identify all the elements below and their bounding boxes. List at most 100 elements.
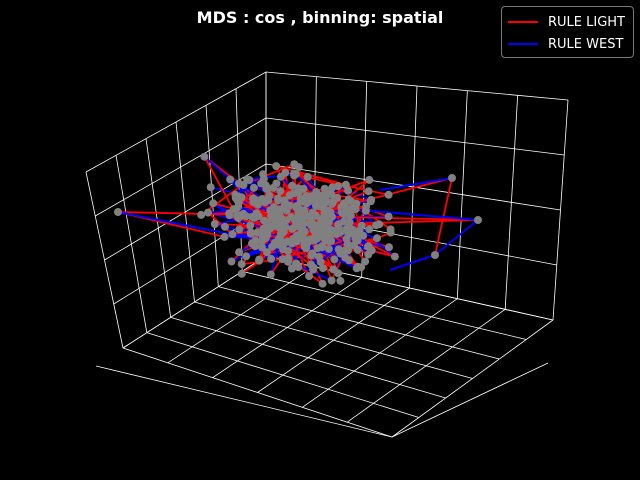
- data-point: [279, 227, 288, 236]
- data-point: [276, 213, 285, 222]
- data-point: [334, 182, 343, 191]
- data-point: [209, 199, 218, 208]
- data-point: [234, 202, 243, 211]
- data-point: [361, 257, 370, 266]
- data-point: [344, 246, 352, 255]
- data-point: [114, 208, 122, 216]
- data-point: [276, 187, 285, 196]
- data-point: [367, 246, 376, 255]
- legend-swatch-rule-west: [507, 43, 538, 45]
- data-point: [275, 207, 284, 216]
- data-point: [330, 255, 339, 264]
- data-point: [266, 270, 275, 279]
- data-point: [294, 213, 303, 222]
- data-point: [272, 179, 281, 188]
- data-point: [274, 196, 283, 205]
- data-point: [372, 221, 381, 230]
- data-point: [289, 235, 298, 244]
- legend-label-rule-light: RULE LIGHT: [547, 14, 625, 30]
- data-point: [255, 256, 264, 265]
- data-point: [296, 220, 305, 229]
- data-point: [251, 236, 260, 245]
- data-point: [309, 263, 318, 272]
- data-point: [308, 213, 317, 222]
- data-point: [307, 236, 316, 245]
- data-point: [237, 269, 246, 278]
- data-point: [284, 257, 292, 266]
- data-point: [290, 169, 298, 178]
- data-point: [305, 272, 314, 281]
- data-point: [365, 175, 374, 184]
- legend-item-rule-west: RULE WEST: [507, 33, 625, 55]
- data-point: [231, 194, 240, 202]
- data-point: [235, 179, 243, 188]
- data-point: [296, 197, 305, 206]
- data-point: [316, 258, 325, 267]
- data-point: [227, 257, 236, 266]
- data-point: [344, 222, 353, 231]
- grid-line: [212, 277, 362, 378]
- data-point: [269, 203, 278, 212]
- axis-line: [391, 362, 549, 438]
- series-edge: [389, 254, 436, 271]
- data-point: [251, 242, 260, 251]
- series-edge: [207, 211, 233, 235]
- grid-line: [346, 309, 506, 423]
- data-point: [320, 206, 329, 215]
- data-point: [235, 248, 244, 257]
- data-point: [327, 190, 336, 199]
- series-edge: [379, 177, 453, 191]
- data-point: [236, 211, 245, 220]
- data-point: [235, 225, 244, 234]
- series-edge: [359, 209, 479, 221]
- data-point: [313, 244, 322, 253]
- data-point: [334, 269, 343, 278]
- data-point: [334, 220, 343, 229]
- series-edge: [434, 219, 479, 256]
- grid-line: [122, 255, 267, 349]
- data-point: [327, 276, 336, 285]
- grid-line: [302, 298, 458, 408]
- data-point: [361, 206, 370, 215]
- data-point: [346, 211, 355, 220]
- data-point: [474, 216, 482, 224]
- data-point: [307, 251, 316, 260]
- data-point: [284, 247, 293, 255]
- data-point: [367, 195, 376, 204]
- chart-title: MDS : cos , binning: spatial: [196, 8, 444, 27]
- data-point: [345, 256, 353, 265]
- data-point: [221, 222, 229, 231]
- data-point: [347, 197, 356, 206]
- data-point: [265, 191, 274, 200]
- data-point: [261, 198, 270, 207]
- grid-line: [265, 163, 561, 211]
- data-points: [114, 152, 482, 288]
- data-point: [302, 199, 311, 208]
- data-point: [261, 181, 270, 190]
- data-point: [204, 208, 212, 217]
- data-point: [386, 225, 395, 234]
- data-point: [337, 208, 346, 217]
- data-point: [312, 231, 321, 240]
- data-point: [307, 221, 316, 230]
- data-point: [259, 170, 268, 179]
- data-point: [364, 187, 373, 196]
- grid-line: [391, 319, 554, 438]
- data-point: [285, 191, 294, 200]
- data-point: [384, 212, 393, 221]
- data-point: [431, 251, 439, 259]
- data-point: [246, 229, 255, 238]
- data-point: [303, 172, 312, 181]
- data-point: [237, 260, 246, 269]
- data-point: [294, 188, 303, 197]
- grid-line: [265, 117, 565, 156]
- data-point: [246, 221, 255, 230]
- data-point: [312, 188, 321, 196]
- legend-item-rule-light: RULE LIGHT: [507, 11, 625, 33]
- data-point: [314, 202, 323, 211]
- data-point: [225, 211, 234, 220]
- data-point: [276, 172, 285, 181]
- series-edge: [203, 156, 253, 244]
- data-point: [320, 234, 329, 243]
